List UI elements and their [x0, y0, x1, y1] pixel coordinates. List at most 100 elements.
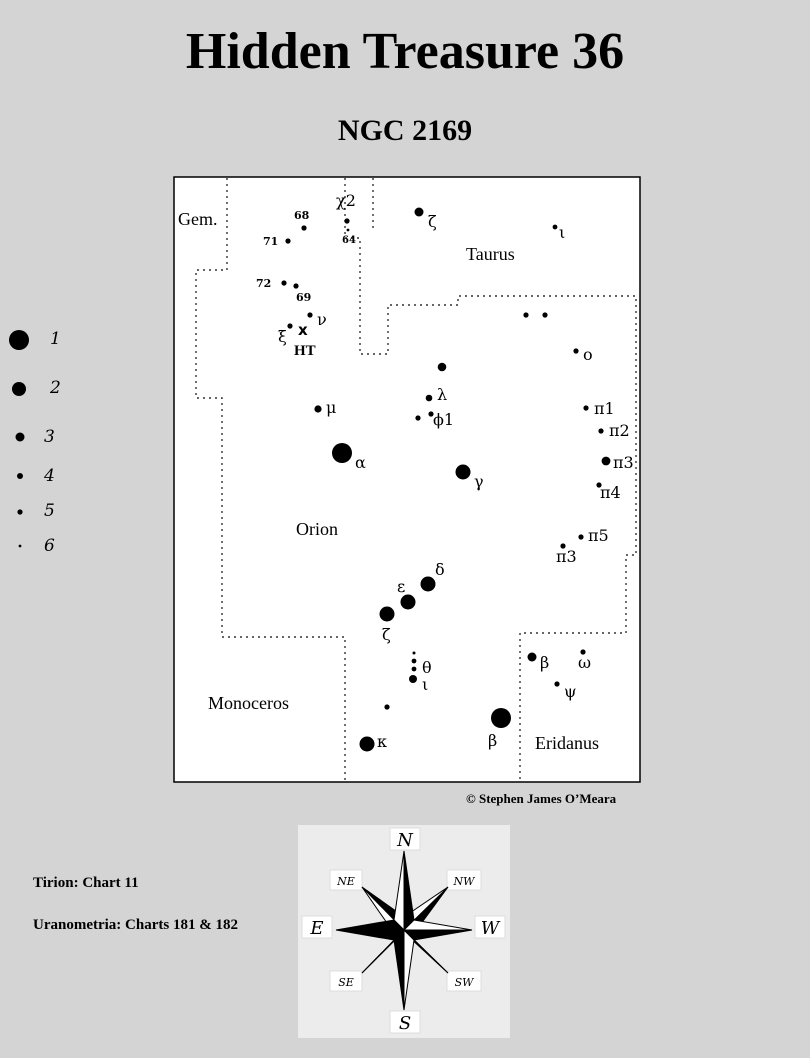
label-alpha: α — [355, 453, 366, 472]
star-chi2 — [344, 218, 350, 224]
constellation-taurus: Taurus — [466, 244, 515, 264]
label-pi5: π5 — [588, 526, 609, 545]
star-gamma — [455, 464, 471, 480]
star-lambda — [425, 394, 433, 402]
star-beta-ori — [491, 708, 511, 728]
label-theta: θ — [422, 658, 432, 677]
legend-dot-2 — [12, 382, 26, 396]
compass-w: W — [481, 918, 501, 939]
label-xi: ξ — [278, 327, 287, 346]
label-psi: ψ — [564, 682, 577, 701]
star-zeta-tau — [414, 207, 424, 217]
star-pi3b — [560, 543, 566, 549]
compass-se: SE — [338, 976, 354, 989]
star-pi1 — [583, 405, 589, 411]
label-zeta-ori: ζ — [382, 625, 391, 644]
legend-label-1: 1 — [50, 329, 61, 349]
star-pi2 — [598, 428, 604, 434]
label-chi2: χ2 — [336, 191, 356, 210]
label-pi3: π3 — [613, 453, 634, 472]
label-pi2: π2 — [609, 421, 630, 440]
compass-sw: SW — [455, 976, 476, 989]
star-unnamed-2 — [542, 312, 548, 318]
star-69 — [293, 283, 299, 289]
star-theta-c — [411, 666, 417, 672]
star-o — [573, 348, 579, 354]
label-68: 68 — [294, 209, 310, 222]
label-mu: μ — [326, 398, 336, 417]
legend-dot-3 — [15, 432, 25, 442]
legend-label-5: 5 — [44, 501, 55, 521]
compass-s: S — [399, 1013, 411, 1034]
label-beta-eri: β — [540, 653, 549, 672]
target-marker: x — [298, 321, 308, 339]
star-pi4 — [596, 482, 602, 488]
legend-label-2: 2 — [50, 378, 61, 398]
tirion-reference: Tirion: Chart 11 — [33, 875, 139, 891]
star-unnamed-3 — [437, 362, 447, 372]
target-label: HT — [294, 343, 316, 359]
star-alpha — [332, 443, 352, 463]
label-kappa: κ — [377, 732, 387, 751]
star-iota-tau — [552, 224, 558, 230]
label-64: 64 — [342, 235, 356, 246]
label-phi1: ϕ1 — [433, 410, 454, 429]
star-pi5 — [578, 534, 584, 540]
page-subtitle: NGC 2169 — [337, 114, 473, 147]
label-72: 72 — [256, 277, 271, 290]
label-69: 69 — [296, 291, 311, 304]
label-gamma: γ — [474, 472, 484, 491]
compass-e: E — [309, 918, 323, 939]
label-omega: ω — [578, 653, 591, 672]
label-zeta-tau: ζ — [428, 212, 437, 231]
label-pi3b: π3 — [556, 547, 577, 566]
magnitude-legend — [9, 330, 29, 548]
constellation-eridanus: Eridanus — [535, 733, 599, 753]
label-pi1: π1 — [594, 399, 615, 418]
star-68 — [301, 225, 307, 231]
label-beta-ori: β — [488, 731, 497, 750]
constellation-orion: Orion — [296, 519, 338, 539]
star-iota-ori — [409, 675, 417, 683]
compass-rose: N S E W NE NW SE SW — [298, 825, 510, 1038]
constellation-gem: Gem. — [178, 209, 218, 229]
page-title: Hidden Treasure 36 — [185, 23, 625, 80]
legend-dot-5 — [17, 509, 23, 515]
compass-n: N — [396, 830, 414, 851]
label-delta: δ — [435, 560, 445, 579]
legend-label-6: 6 — [44, 536, 55, 556]
star-delta — [420, 576, 436, 592]
star-psi — [554, 681, 560, 687]
label-epsilon: ε — [397, 577, 405, 596]
compass-ne: NE — [336, 875, 355, 888]
chart-frame — [173, 176, 641, 783]
label-o: o — [583, 345, 593, 364]
star-beta-eri — [527, 652, 537, 662]
star-theta-b — [411, 658, 417, 664]
star-nu — [307, 312, 313, 318]
label-nu: ν — [317, 310, 327, 329]
legend-dot-6 — [18, 544, 22, 548]
star-pi3 — [601, 456, 611, 466]
star-unnamed-5 — [384, 704, 390, 710]
star-xi — [287, 323, 293, 329]
constellation-boundaries — [195, 178, 637, 780]
legend-label-3: 3 — [44, 427, 55, 447]
star-mu — [314, 405, 322, 413]
label-lambda: λ — [437, 385, 447, 404]
compass-nw: NW — [453, 875, 477, 888]
star-71 — [285, 238, 291, 244]
star-72 — [281, 280, 287, 286]
star-zeta-ori — [379, 606, 395, 622]
star-unnamed-1 — [523, 312, 529, 318]
star-kappa — [359, 736, 375, 752]
star-epsilon — [400, 594, 416, 610]
constellation-monoceros: Monoceros — [208, 693, 289, 713]
legend-dot-4 — [17, 473, 23, 479]
star-64 — [346, 228, 350, 232]
label-71: 71 — [263, 235, 278, 248]
label-iota-tau: ι — [559, 223, 565, 242]
label-iota-ori: ι — [422, 675, 428, 694]
uranometria-reference: Uranometria: Charts 181 & 182 — [33, 917, 238, 933]
stars — [281, 207, 611, 752]
